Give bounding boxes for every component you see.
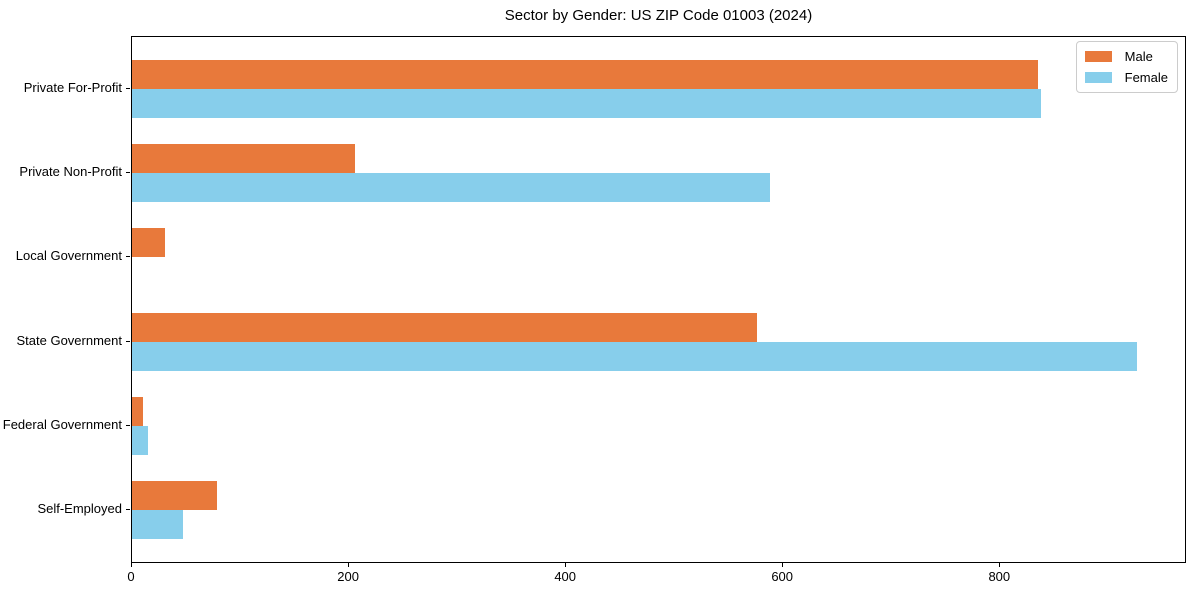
x-tick — [565, 563, 567, 567]
bar-male-self-employed — [132, 481, 217, 510]
x-tick — [999, 563, 1001, 567]
legend-item-female: Female — [1084, 70, 1168, 85]
plot-area: Male Female — [131, 36, 1186, 563]
y-axis-label-federal-government: Federal Government — [2, 416, 122, 432]
chart-title: Sector by Gender: US ZIP Code 01003 (202… — [504, 7, 813, 24]
y-axis-label-state-government: State Government — [16, 332, 123, 348]
bar-male-local-government — [132, 228, 165, 258]
legend-label-male: Male — [1124, 49, 1153, 64]
y-tick — [126, 88, 130, 89]
bar-male-private-for-profit — [132, 60, 1039, 89]
y-tick — [126, 424, 130, 426]
x-axis-label-0: 0 — [127, 569, 135, 584]
legend-label-female: Female — [1124, 70, 1168, 85]
x-axis-label-600: 600 — [771, 569, 794, 584]
bar-male-private-non-profit — [132, 144, 355, 174]
legend-item-male: Male — [1084, 49, 1168, 64]
x-tick — [131, 563, 132, 567]
x-axis-label-200: 200 — [337, 569, 359, 584]
bar-female-private-non-profit — [132, 173, 771, 203]
bar-female-private-for-profit — [132, 89, 1041, 118]
y-tick — [126, 340, 130, 342]
y-axis-label-private-for-profit: Private For-Profit — [23, 80, 122, 95]
y-axis-label-private-non-profit: Private Non-Profit — [19, 164, 122, 180]
y-axis-label-self-employed: Self-Employed — [37, 501, 122, 516]
y-tick — [126, 509, 130, 510]
bar-female-federal-government — [132, 425, 149, 455]
bar-female-self-employed — [132, 510, 183, 539]
legend-swatch-female — [1084, 72, 1112, 83]
legend: Male Female — [1075, 41, 1178, 93]
y-tick — [126, 256, 130, 258]
x-tick — [348, 563, 350, 567]
bar-male-state-government — [132, 312, 758, 342]
legend-swatch-male — [1084, 51, 1112, 62]
x-tick — [782, 563, 784, 567]
y-tick — [126, 172, 130, 174]
bar-male-federal-government — [132, 396, 143, 426]
x-axis-label-800: 800 — [988, 569, 1011, 584]
y-axis-label-local-government: Local Government — [15, 248, 122, 264]
bar-female-state-government — [132, 341, 1138, 371]
x-axis-label-400: 400 — [554, 569, 577, 584]
